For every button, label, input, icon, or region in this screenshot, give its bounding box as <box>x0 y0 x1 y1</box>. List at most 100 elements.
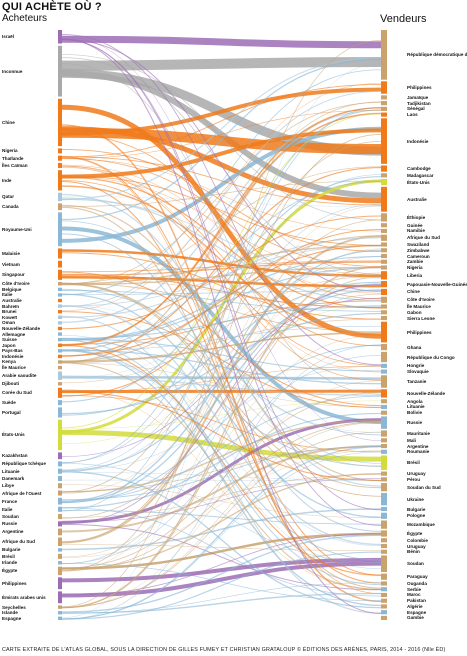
buyer-label: Brésil <box>2 553 15 559</box>
seller-label: Zimbabwe <box>407 247 430 253</box>
buyer-node <box>58 561 62 565</box>
buyer-label: Belgique <box>2 286 22 292</box>
seller-node <box>381 512 387 519</box>
seller-node <box>381 81 387 94</box>
buyer-node <box>58 452 62 460</box>
flow-ribbon <box>61 338 382 467</box>
seller-label: Bolivie <box>407 410 423 416</box>
buyer-node <box>58 483 62 489</box>
flow-ribbon <box>61 83 382 158</box>
flow-ribbon <box>61 233 382 532</box>
seller-label: Roumanie <box>407 449 430 455</box>
seller-node <box>381 30 387 80</box>
seller-node <box>381 265 387 270</box>
flow-ribbon <box>61 260 382 273</box>
buyer-node <box>58 490 62 496</box>
flow-ribbon <box>61 484 382 519</box>
buyer-node <box>58 461 62 467</box>
flow-ribbon <box>61 305 382 433</box>
flow-ribbon <box>61 284 382 504</box>
flow-ribbon <box>61 365 382 472</box>
buyer-label: Émirats arabes unis <box>2 594 46 600</box>
buyer-label: Canada <box>2 204 19 210</box>
flow-ribbon <box>61 107 382 347</box>
flow-ribbon <box>61 180 382 207</box>
seller-label: Soudan du Sud <box>407 484 441 490</box>
flow-ribbon <box>61 412 382 509</box>
buyer-label: Espagne <box>2 615 22 621</box>
flow-ribbon <box>61 582 382 614</box>
flow-ribbon <box>61 203 382 471</box>
seller-node <box>381 95 387 100</box>
flow-ribbon <box>61 283 382 565</box>
flow-ribbon <box>61 288 382 436</box>
seller-label: Afrique du Sud <box>407 235 440 241</box>
buyer-label: Danemark <box>2 475 25 481</box>
seller-node <box>381 604 387 609</box>
flow-ribbon <box>61 311 382 409</box>
buyer-label: Koweït <box>2 314 18 320</box>
flow-ribbon <box>61 389 382 590</box>
seller-label: Ukraine <box>407 496 424 502</box>
buyer-node <box>58 321 62 325</box>
flow-ribbon <box>61 349 382 561</box>
flow-ribbon <box>61 175 382 246</box>
flow-ribbon <box>61 204 382 482</box>
flow-ribbon <box>61 305 382 340</box>
buyer-node <box>58 360 62 364</box>
seller-node <box>381 271 387 280</box>
seller-label: Pakistan <box>407 598 426 604</box>
buyer-node <box>58 332 62 336</box>
buyer-label: Nigeria <box>2 148 18 154</box>
buyer-label: Islande <box>2 610 18 616</box>
seller-node <box>381 581 387 586</box>
flow-ribbon <box>61 290 382 296</box>
flow-ribbon <box>61 248 382 572</box>
buyer-label: Brunei <box>2 309 17 315</box>
buyer-node <box>58 387 62 398</box>
seller-label: Mali <box>407 437 416 443</box>
seller-label: Nigeria <box>407 264 423 270</box>
buyer-label: Vietnam <box>2 261 20 267</box>
flow-ribbon <box>61 166 382 373</box>
buyer-label: Égypte <box>2 568 18 574</box>
seller-node <box>381 573 387 580</box>
seller-node <box>381 543 387 549</box>
flow-ribbon <box>61 534 382 613</box>
flow-ribbon <box>61 128 382 179</box>
seller-label: Sénégal <box>407 106 425 112</box>
seller-node <box>381 296 387 303</box>
flow-ribbon <box>61 283 382 525</box>
flow-ribbon <box>61 206 382 589</box>
flow-ribbon <box>61 338 382 372</box>
buyer-label: République tchèque <box>2 461 46 467</box>
buyer-node <box>58 548 62 552</box>
flow-ribbon <box>61 350 382 569</box>
seller-label: Argentine <box>407 443 429 449</box>
buyer-node <box>58 537 62 547</box>
flow-ribbon <box>61 261 382 276</box>
flow-ribbon <box>61 244 382 357</box>
seller-node <box>381 615 387 620</box>
seller-label: Chine <box>407 289 420 295</box>
buyer-label: Seychelles <box>2 604 26 610</box>
buyer-node <box>58 248 62 259</box>
seller-label: Slovaquie <box>407 369 429 375</box>
flow-ribbon <box>61 281 382 416</box>
flow-ribbon <box>61 282 382 489</box>
buyer-node <box>58 45 62 97</box>
buyer-node <box>58 577 62 590</box>
flow-ribbon <box>61 533 382 596</box>
seller-label: Paraguay <box>407 574 428 580</box>
seller-label: Australie <box>407 196 427 202</box>
buyer-node <box>58 170 62 191</box>
flow-ribbon <box>61 523 382 591</box>
flow-ribbon <box>61 57 382 201</box>
seller-node <box>381 530 387 537</box>
flow-ribbon <box>61 40 382 608</box>
seller-node <box>381 253 387 259</box>
seller-node <box>381 389 387 398</box>
buyer-label: Afrique du Sud <box>2 539 35 545</box>
flow-ribbon <box>61 58 382 221</box>
buyer-label: Portugal <box>2 409 21 415</box>
